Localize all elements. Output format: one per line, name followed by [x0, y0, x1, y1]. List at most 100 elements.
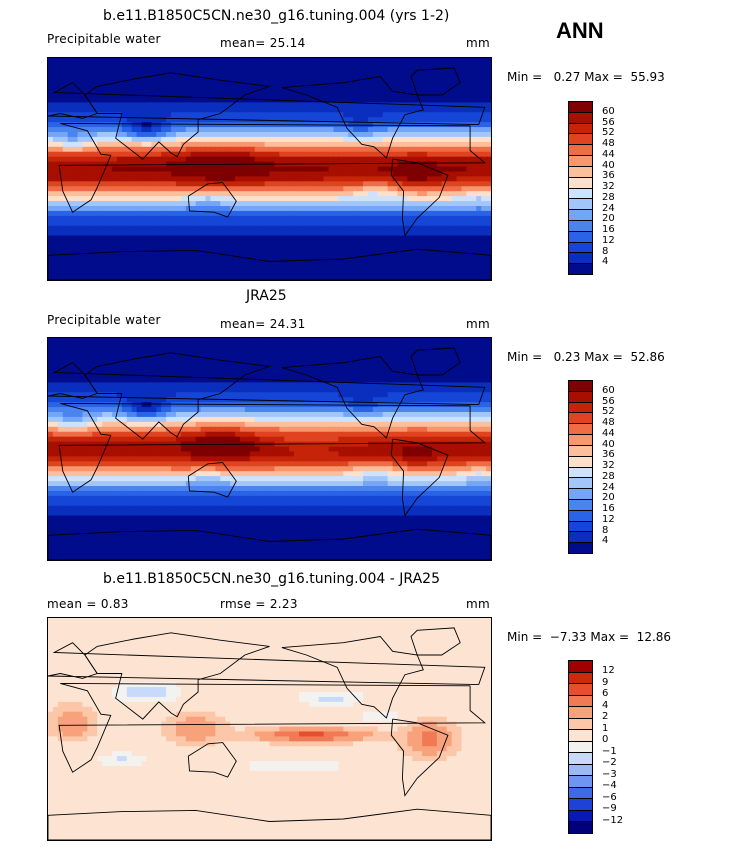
map-cell: [358, 270, 364, 276]
map-cell: [180, 87, 187, 94]
map-cell: [190, 382, 197, 388]
map-cell: [358, 220, 364, 227]
map-cell: [343, 377, 349, 383]
map-cell: [180, 72, 187, 79]
map-cell: [121, 220, 128, 227]
map-cell: [318, 67, 325, 74]
map-cell: [397, 255, 403, 261]
map-cell: [397, 127, 403, 133]
map-cell: [185, 225, 192, 232]
colorbar-tick-label: 48: [602, 138, 615, 149]
map-cell: [151, 112, 157, 118]
map-cell: [141, 357, 148, 364]
map-cell: [126, 338, 133, 344]
map-cell: [397, 265, 403, 271]
map-cell: [62, 102, 69, 108]
map-cell: [456, 117, 463, 123]
map-cell: [269, 92, 276, 99]
map-cell: [486, 67, 491, 74]
map-cell: [328, 141, 335, 148]
map-cell: [407, 372, 413, 379]
map-cell: [431, 171, 438, 177]
map-cell: [82, 102, 88, 108]
map-cell: [348, 171, 354, 177]
map-cell: [57, 82, 64, 89]
map-cell: [308, 132, 315, 138]
map-cell: [377, 117, 384, 123]
map-cell: [402, 186, 408, 192]
map-cell: [431, 132, 438, 138]
map-cell: [313, 72, 320, 79]
map-cell: [136, 161, 143, 168]
panel-2-mean-label: mean= 24.31: [220, 317, 306, 331]
map-cell: [146, 92, 152, 99]
map-cell: [156, 220, 162, 227]
map-cell: [461, 102, 467, 108]
map-cell: [220, 156, 226, 163]
map-cell: [220, 107, 226, 113]
map-cell: [343, 347, 349, 354]
map-cell: [111, 156, 118, 163]
map-cell: [402, 235, 408, 242]
map-cell: [284, 62, 290, 69]
map-cell: [431, 240, 438, 247]
map-cell: [363, 215, 369, 222]
map-cell: [239, 102, 246, 108]
map-cell: [244, 58, 251, 64]
map-cell: [111, 240, 118, 247]
map-cell: [358, 171, 364, 177]
map-cell: [471, 136, 477, 143]
map-cell: [87, 191, 93, 197]
map-cell: [289, 338, 295, 344]
map-cell: [244, 141, 251, 148]
map-cell: [161, 372, 167, 379]
map-cell: [299, 92, 305, 99]
map-cell: [239, 372, 246, 379]
map-cell: [363, 338, 369, 344]
map-cell: [264, 210, 271, 217]
map-cell: [348, 161, 354, 168]
map-cell: [353, 367, 359, 374]
map-cell: [348, 196, 354, 202]
map-cell: [230, 196, 236, 202]
map-cell: [62, 117, 69, 123]
map-cell: [62, 97, 69, 103]
map-cell: [249, 250, 256, 256]
map-cell: [52, 265, 59, 271]
map-cell: [353, 87, 359, 94]
map-cell: [166, 132, 172, 138]
map-cell: [166, 260, 172, 266]
map-cell: [131, 220, 138, 227]
map-cell: [382, 270, 389, 276]
map-cell: [131, 201, 138, 207]
map-cell: [92, 67, 98, 74]
map-cell: [67, 270, 74, 276]
map-cell: [111, 230, 118, 237]
map-cell: [136, 250, 143, 256]
map-cell: [131, 265, 138, 271]
map-cell: [126, 191, 133, 197]
map-cell: [471, 255, 477, 261]
map-cell: [52, 357, 59, 364]
map-cell: [313, 112, 320, 118]
map-cell: [102, 352, 108, 359]
map-cell: [72, 171, 79, 177]
map-cell: [97, 156, 103, 163]
map-cell: [62, 176, 69, 182]
map-cell: [313, 275, 320, 280]
map-cell: [363, 117, 369, 123]
map-cell: [87, 265, 93, 271]
map-cell: [161, 230, 167, 237]
map-cell: [358, 245, 364, 251]
map-cell: [466, 92, 472, 99]
map-cell: [308, 372, 315, 379]
map-cell: [111, 87, 118, 94]
map-cell: [313, 240, 320, 247]
map-cell: [82, 210, 88, 217]
map-cell: [230, 62, 236, 69]
map-cell: [436, 206, 443, 212]
map-cell: [205, 347, 212, 354]
map-cell: [244, 181, 251, 187]
map-cell: [77, 82, 84, 89]
map-cell: [451, 102, 458, 108]
